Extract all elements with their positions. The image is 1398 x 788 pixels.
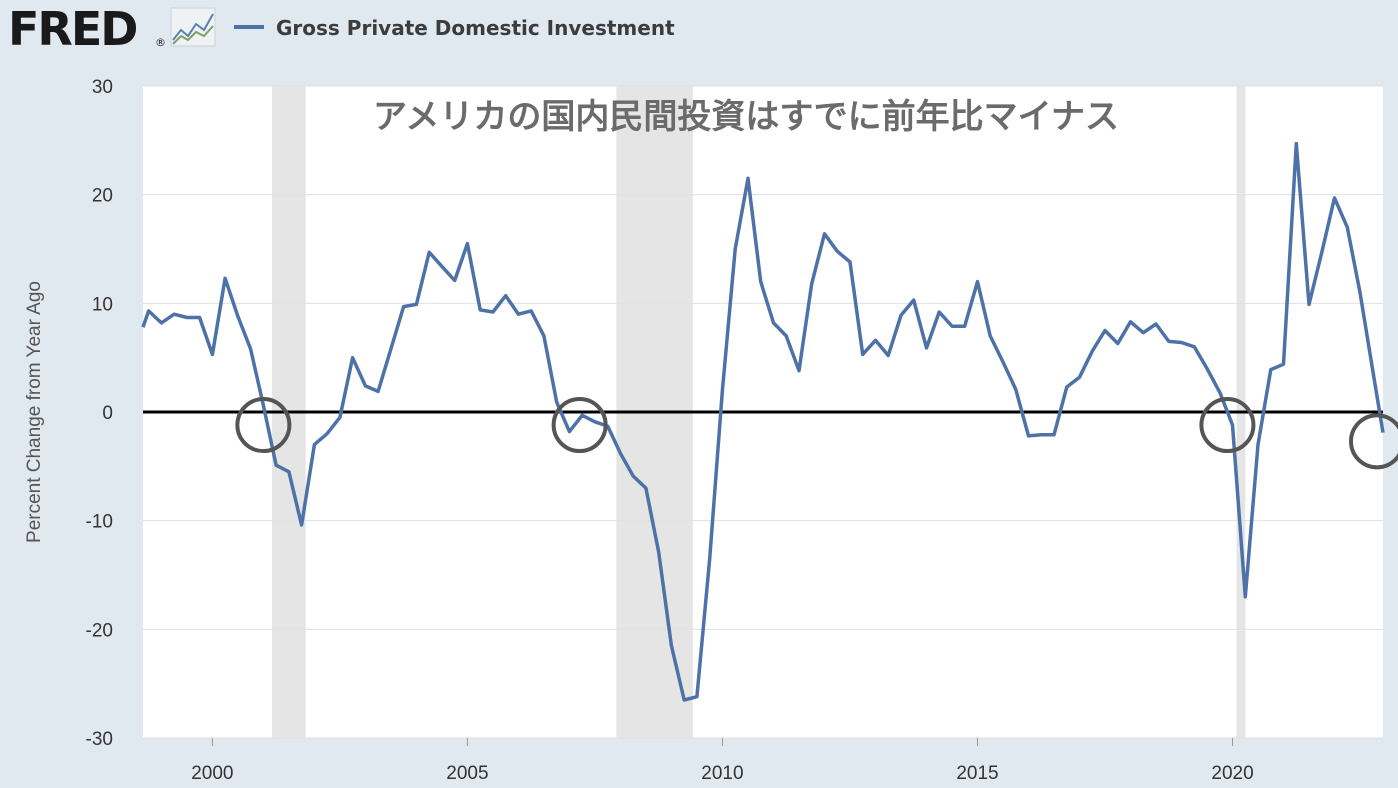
y-tick-label: 0 bbox=[102, 403, 113, 424]
y-tick-label: 30 bbox=[92, 77, 113, 98]
highlight-circle-1 bbox=[551, 397, 608, 454]
x-tick-label: 2010 bbox=[701, 763, 743, 784]
x-axis-ticks: 2000 2005 2010 2015 2020 bbox=[191, 738, 1254, 784]
y-axis-ticks: 30 20 10 0 -10 -20 -30 bbox=[86, 77, 113, 750]
chart-annotation: アメリカの国内民間投資はすでに前年比マイナス bbox=[373, 97, 1119, 137]
legend-label: Gross Private Domestic Investment bbox=[276, 16, 675, 40]
y-tick-label: -30 bbox=[86, 729, 113, 750]
highlight-circle-2 bbox=[1199, 397, 1256, 454]
series-line-gross-private-domestic-investment bbox=[141, 141, 1385, 702]
fred-logo-text: FRED bbox=[8, 2, 136, 56]
trend-lines-icon bbox=[170, 7, 216, 47]
highlight-circle-3 bbox=[1349, 413, 1398, 470]
x-tick-label: 2005 bbox=[446, 763, 488, 784]
y-tick-label: 20 bbox=[92, 186, 113, 207]
y-tick-label: 10 bbox=[92, 294, 113, 315]
legend[interactable]: Gross Private Domestic Investment bbox=[234, 16, 675, 40]
x-tick-label: 2000 bbox=[191, 763, 233, 784]
y-tick-label: -10 bbox=[86, 512, 113, 533]
y-axis-label: Percent Change from Year Ago bbox=[24, 281, 45, 543]
y-tick-label: -20 bbox=[86, 620, 113, 641]
fred-logo[interactable]: FRED ® bbox=[8, 2, 216, 56]
fred-registered-mark: ® bbox=[155, 36, 166, 49]
x-tick-label: 2015 bbox=[956, 763, 998, 784]
highlight-circle-0 bbox=[235, 397, 292, 454]
highlight-circles bbox=[235, 397, 1398, 470]
x-tick-label: 2020 bbox=[1211, 763, 1253, 784]
